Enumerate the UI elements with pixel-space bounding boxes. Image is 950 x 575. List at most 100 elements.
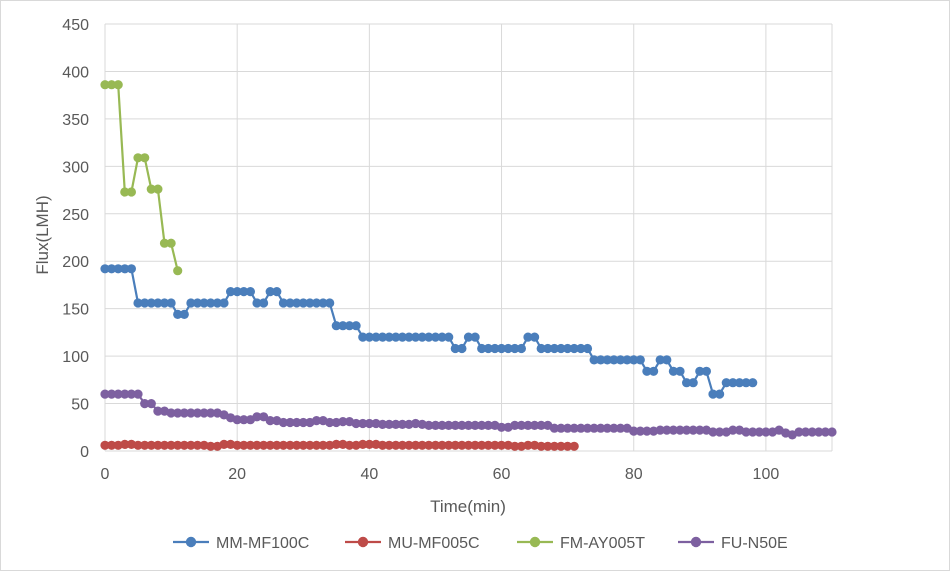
data-point <box>378 440 388 450</box>
data-point <box>523 440 533 450</box>
data-point <box>378 332 388 342</box>
data-point <box>179 309 189 319</box>
y-tick-label: 50 <box>71 397 89 414</box>
data-point <box>338 321 348 331</box>
data-point <box>146 298 156 308</box>
data-point <box>483 440 493 450</box>
data-point <box>682 425 692 435</box>
data-point <box>140 153 150 163</box>
data-point <box>761 427 771 437</box>
data-point <box>470 440 480 450</box>
data-point <box>173 408 183 418</box>
data-point <box>642 366 652 376</box>
data-point <box>173 309 183 319</box>
data-point <box>384 419 394 429</box>
x-tick-label: 80 <box>625 466 643 483</box>
data-point <box>602 355 612 365</box>
data-point <box>378 419 388 429</box>
data-point <box>543 441 553 451</box>
data-point <box>629 355 639 365</box>
data-point <box>133 389 143 399</box>
data-point <box>305 440 315 450</box>
series-mu-mf005c <box>100 439 579 451</box>
data-point <box>219 439 229 449</box>
data-point <box>159 440 170 450</box>
data-point <box>192 440 203 450</box>
data-point <box>721 378 731 388</box>
data-point <box>272 440 282 450</box>
data-point <box>331 439 341 449</box>
data-point <box>463 420 474 430</box>
data-point <box>232 440 242 450</box>
data-point <box>622 355 632 365</box>
data-point <box>477 343 487 354</box>
legend-item: FM-AY005T <box>517 535 645 552</box>
data-point <box>278 440 288 450</box>
series-fu-n50e <box>100 389 837 440</box>
data-point <box>245 440 255 450</box>
data-point <box>133 440 143 450</box>
data-point <box>596 423 606 433</box>
legend-label: FU-N50E <box>721 535 788 552</box>
data-point <box>391 419 401 429</box>
data-point <box>609 423 619 433</box>
data-point <box>232 287 242 297</box>
data-point <box>563 441 573 451</box>
data-point <box>549 423 560 433</box>
data-point <box>444 420 454 430</box>
data-point <box>146 399 156 409</box>
data-point <box>278 298 288 308</box>
data-point <box>232 415 242 425</box>
legend: MM-MF100C MU-MF005C FM-AY005T FU-N50E <box>173 535 788 552</box>
data-point <box>344 321 355 331</box>
data-point <box>113 80 123 90</box>
data-point <box>107 389 117 399</box>
data-point <box>358 332 368 342</box>
data-point <box>311 416 322 426</box>
data-point <box>252 298 262 308</box>
data-point <box>292 417 302 428</box>
data-point <box>331 321 341 331</box>
data-point <box>437 440 447 450</box>
data-point <box>490 440 500 450</box>
data-point <box>100 440 110 450</box>
data-point <box>536 343 546 354</box>
data-point <box>100 80 110 90</box>
y-tick-label: 200 <box>62 254 89 271</box>
x-tick-label: 100 <box>753 466 780 483</box>
data-point <box>675 425 685 435</box>
tick-labels: 0 50 100 150 200 250 300 350 400 450 0 20 40 60 80 100 <box>62 17 779 483</box>
data-point <box>206 408 216 418</box>
data-point <box>364 439 374 449</box>
data-point <box>615 355 626 365</box>
data-point <box>186 298 196 308</box>
data-point <box>483 420 493 430</box>
data-point <box>358 439 368 449</box>
data-point <box>754 427 764 437</box>
data-point <box>133 298 143 308</box>
data-point <box>120 187 130 197</box>
data-point <box>596 355 606 365</box>
data-point <box>827 427 837 437</box>
data-point <box>549 343 560 354</box>
data-point <box>582 423 593 433</box>
data-point <box>192 408 203 418</box>
data-point <box>318 298 328 308</box>
data-point <box>708 427 718 437</box>
y-tick-label: 350 <box>62 112 89 129</box>
data-point <box>107 80 117 90</box>
data-point <box>358 418 368 429</box>
data-point <box>364 418 374 429</box>
data-point <box>444 332 454 342</box>
data-point <box>668 425 679 435</box>
data-point <box>516 343 527 354</box>
data-point <box>563 343 573 354</box>
data-point <box>411 332 421 342</box>
data-point <box>477 420 487 430</box>
data-point <box>278 417 288 428</box>
data-point <box>140 298 150 308</box>
data-point <box>516 420 527 430</box>
grid <box>104 23 833 452</box>
data-point <box>338 417 348 427</box>
